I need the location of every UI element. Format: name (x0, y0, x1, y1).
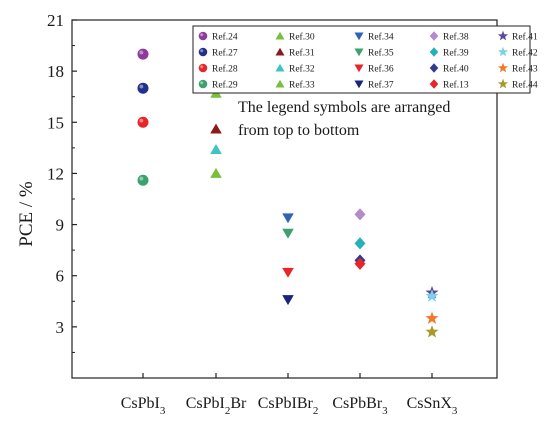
legend-symbol-ref-35 (354, 48, 364, 57)
legend-note-line-1: The legend symbols are arranged (238, 99, 450, 116)
legend-label: Ref.37 (368, 80, 394, 91)
marker-ref-43 (425, 311, 439, 324)
legend-symbol-ref-40 (429, 63, 439, 73)
legend-label: Ref.40 (443, 64, 469, 75)
y-axis-title: PCE / % (16, 181, 37, 247)
marker-ref-24 (137, 48, 149, 60)
legend-symbol-ref-31 (275, 47, 285, 56)
legend-symbol-ref-24-highlight (200, 33, 204, 37)
marker-ref-29 (137, 174, 149, 186)
legend-label: Ref.42 (512, 48, 538, 59)
legend-symbol-ref-34 (354, 32, 364, 41)
marker-ref-28-highlight (139, 118, 144, 123)
marker-ref-38 (354, 208, 366, 221)
legend-label: Ref.27 (212, 48, 238, 59)
legend-symbol-ref-44 (497, 78, 509, 89)
y-tick-label: 6 (56, 267, 65, 286)
x-category-label: CsPbI3 (121, 395, 166, 417)
marker-ref-29-highlight (139, 176, 144, 181)
legend-label: Ref.41 (512, 32, 538, 43)
marker-ref-27-highlight (139, 84, 144, 89)
legend-label: Ref.30 (289, 32, 315, 43)
legend-symbol-ref-28 (198, 63, 208, 73)
marker-ref-27-body (137, 82, 149, 94)
legend-label: Ref.32 (289, 64, 315, 75)
y-tick-label: 15 (47, 113, 64, 132)
x-category-label: CsPbI2Br (186, 395, 247, 417)
legend-symbol-ref-38 (429, 31, 439, 41)
marker-ref-32 (210, 144, 222, 154)
marker-ref-28-body (137, 116, 149, 128)
legend-label: Ref.13 (443, 80, 469, 91)
legend-symbol-ref-43 (497, 62, 509, 73)
legend-label: Ref.36 (368, 64, 394, 75)
legend-label: Ref.35 (368, 48, 394, 59)
marker-ref-33 (210, 167, 222, 178)
legend-label: Ref.24 (212, 32, 238, 43)
legend-symbol-ref-37 (354, 80, 364, 89)
legend-label: Ref.44 (512, 80, 538, 91)
legend-symbol-ref-24 (198, 31, 208, 41)
marker-ref-24-body (137, 48, 149, 60)
legend-symbol-ref-30 (275, 31, 285, 40)
marker-ref-28 (137, 116, 149, 128)
legend-symbol-ref-28-highlight (200, 65, 204, 69)
y-tick-label: 12 (47, 164, 64, 183)
legend-symbol-ref-28-body (198, 63, 208, 73)
legend-label: Ref.39 (443, 48, 469, 59)
legend-symbol-ref-42 (497, 46, 509, 57)
legend-label: Ref.43 (512, 64, 538, 75)
legend-label: Ref.29 (212, 80, 238, 91)
legend-symbol-ref-24-body (198, 31, 208, 41)
legend-symbol-ref-32 (275, 63, 285, 72)
marker-ref-39 (354, 237, 366, 250)
y-tick-label: 3 (56, 318, 65, 337)
y-tick-label: 21 (47, 11, 64, 30)
legend-note-line-2: from top to bottom (238, 122, 360, 139)
legend: Ref.24 Ref.27 Ref.28 Ref.29 Ref.30 Ref.31 Ref.… (192, 25, 538, 94)
legend-label: Ref.38 (443, 32, 469, 43)
legend-label: Ref.34 (368, 32, 394, 43)
marker-ref-31 (210, 123, 222, 134)
x-category-label: CsPbBr3 (332, 395, 388, 417)
legend-symbol-ref-29 (198, 79, 208, 89)
marker-ref-36 (282, 267, 294, 278)
legend-symbol-ref-27-body (198, 47, 208, 57)
x-category-label: CsSnX3 (407, 395, 458, 417)
y-tick-label: 18 (47, 62, 64, 81)
marker-ref-37 (282, 295, 294, 306)
legend-symbol-ref-36 (354, 64, 364, 73)
marker-ref-13 (354, 257, 366, 270)
legend-symbol-ref-33 (275, 79, 285, 88)
marker-ref-24-highlight (139, 50, 144, 55)
legend-symbol-ref-41 (497, 30, 509, 41)
x-category-label: CsPbIBr2 (258, 395, 319, 417)
marker-ref-27 (137, 82, 149, 94)
marker-ref-35 (282, 228, 294, 239)
data-markers (137, 48, 439, 338)
legend-symbol-ref-29-highlight (200, 81, 204, 85)
marker-ref-44 (425, 325, 439, 338)
marker-ref-42 (425, 289, 439, 302)
legend-symbol-ref-27-highlight (200, 49, 204, 53)
marker-ref-34 (282, 213, 294, 224)
legend-symbol-ref-27 (198, 47, 208, 57)
legend-symbol-ref-29-body (198, 79, 208, 89)
marker-ref-29-body (137, 174, 149, 186)
y-tick-label: 9 (56, 216, 65, 235)
legend-label: Ref.33 (289, 80, 315, 91)
legend-label: Ref.31 (289, 48, 315, 59)
axes: 3 6 9 12 15 18 21 CsPbI3 CsPbI2Br CsPbIBr2 CsPbBr3… (47, 11, 498, 417)
legend-symbol-ref-13 (429, 79, 439, 89)
legend-label: Ref.28 (212, 64, 238, 75)
legend-symbol-ref-39 (429, 47, 439, 57)
